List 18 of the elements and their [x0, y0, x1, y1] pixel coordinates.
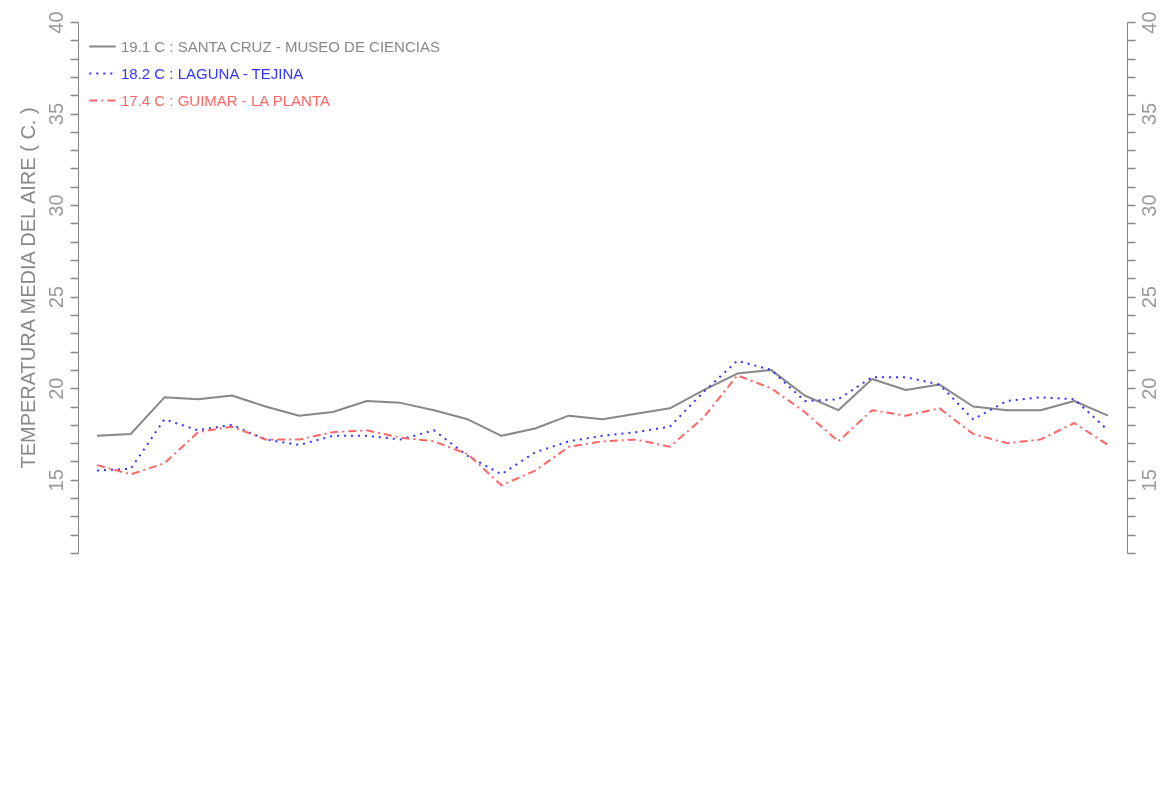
y2-tick-label: 25	[1137, 286, 1160, 309]
legend-label: 17.4 C : GUIMAR - LA PLANTA	[121, 91, 330, 109]
line-series	[96, 368, 1109, 437]
y-tick-label: 15	[44, 469, 67, 492]
legend-label: 18.2 C : LAGUNA - TEJINA	[121, 64, 304, 82]
y2-tick-label: 20	[1137, 377, 1160, 400]
y2-tick-label: 30	[1137, 194, 1160, 217]
y2-tick-label: 15	[1137, 469, 1160, 492]
y2-tick-label: 40	[1137, 11, 1160, 34]
legend-label: 19.1 C : SANTA CRUZ - MUSEO DE CIENCIAS	[121, 37, 440, 55]
y-axis-title: TEMPERATURA MEDIA DEL AIRE ( C. )	[16, 107, 39, 469]
y-tick-label: 25	[44, 286, 67, 309]
y-tick-label: 20	[44, 377, 67, 400]
y-tick-label: 30	[44, 194, 67, 217]
y-tick-label: 35	[44, 102, 67, 126]
line-series	[96, 374, 1109, 487]
y2-tick-label: 35	[1137, 102, 1160, 126]
y-tick-label: 40	[44, 11, 67, 34]
